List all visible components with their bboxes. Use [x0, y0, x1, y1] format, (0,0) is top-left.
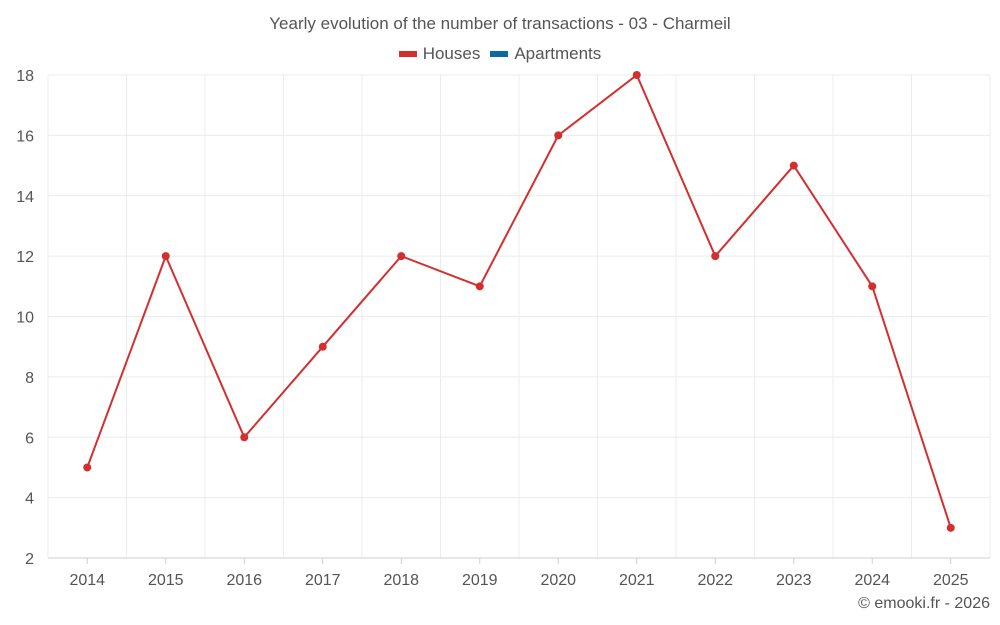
- data-point-houses-2016[interactable]: [240, 433, 249, 442]
- data-point-houses-2017[interactable]: [318, 342, 327, 351]
- data-point-houses-2018[interactable]: [397, 252, 406, 261]
- legend: Houses Apartments: [0, 44, 1000, 64]
- legend-label-apartments: Apartments: [514, 44, 602, 63]
- x-tick-label: 2021: [619, 572, 655, 589]
- legend-item-houses[interactable]: Houses: [398, 44, 481, 64]
- x-tick-label: 2020: [540, 572, 576, 589]
- x-tick-label: 2025: [933, 572, 969, 589]
- legend-swatch-houses: [398, 51, 417, 57]
- x-tick-label: 2023: [776, 572, 812, 589]
- x-tick-label: 2019: [462, 572, 498, 589]
- x-tick-label: 2024: [854, 572, 890, 589]
- y-tick-label: 14: [16, 189, 34, 206]
- x-tick-label: 2015: [148, 572, 184, 589]
- legend-label-houses: Houses: [422, 44, 481, 63]
- data-point-houses-2021[interactable]: [632, 71, 641, 79]
- copyright-text: © emooki.fr - 2026: [858, 595, 990, 612]
- x-tick-label: 2022: [697, 572, 733, 589]
- y-tick-label: 18: [16, 68, 34, 85]
- y-tick-label: 4: [25, 491, 34, 508]
- y-tick-label: 16: [16, 128, 34, 145]
- data-point-houses-2015[interactable]: [161, 252, 170, 261]
- data-point-houses-2024[interactable]: [868, 282, 877, 291]
- legend-swatch-apartments: [490, 51, 509, 57]
- x-tick-label: 2016: [226, 572, 262, 589]
- x-tick-label: 2018: [383, 572, 419, 589]
- data-point-houses-2014[interactable]: [83, 463, 92, 472]
- legend-item-apartments[interactable]: Apartments: [490, 44, 601, 64]
- series-line-houses: [86, 74, 952, 529]
- data-point-houses-2020[interactable]: [554, 131, 563, 140]
- y-tick-label: 6: [25, 430, 34, 447]
- data-point-houses-2022[interactable]: [711, 252, 720, 261]
- y-tick-label: 2: [25, 551, 34, 568]
- data-point-houses-2019[interactable]: [475, 282, 484, 291]
- y-tick-label: 8: [25, 370, 34, 387]
- y-tick-label: 10: [16, 310, 34, 327]
- data-point-houses-2025[interactable]: [946, 523, 955, 532]
- x-tick-label: 2017: [305, 572, 341, 589]
- x-tick-label: 2014: [69, 572, 105, 589]
- data-point-houses-2023[interactable]: [789, 161, 798, 170]
- y-tick-label: 12: [16, 249, 34, 266]
- chart-title: Yearly evolution of the number of transa…: [269, 14, 731, 33]
